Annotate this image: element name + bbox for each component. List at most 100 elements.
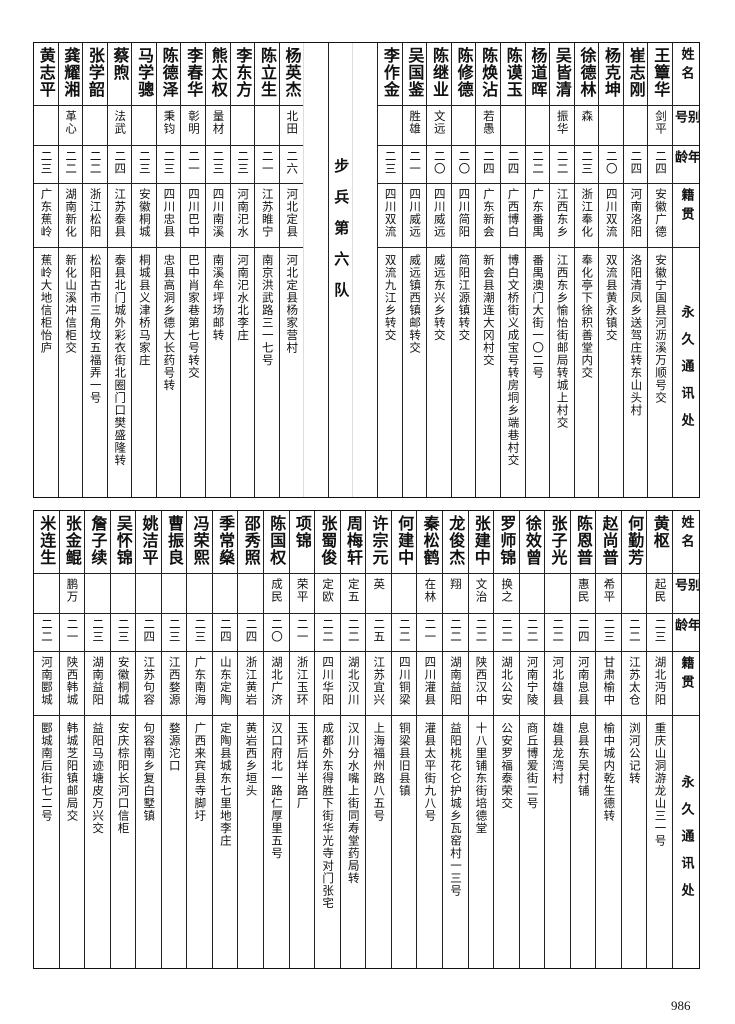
name-cell: 王簟华 <box>648 43 672 106</box>
origin-cell: 江苏太仓 <box>621 652 647 716</box>
person-age: 二四 <box>218 618 233 643</box>
person-address: 泰县北门城外彩衣街北圈门口樊盛隆转 <box>113 254 128 467</box>
age-cell: 二〇 <box>451 146 476 184</box>
origin-cell: 四川南溪 <box>206 184 230 248</box>
person-alias: 鹏万 <box>65 578 80 603</box>
person-origin: 广东番禺 <box>531 188 546 238</box>
page-number: 986 <box>671 998 691 1013</box>
alias-cell: 革心 <box>58 106 83 146</box>
origin-cell: 浙江松阳 <box>83 184 107 248</box>
name-cell: 吴皆清 <box>550 43 574 106</box>
alias-cell <box>136 574 161 614</box>
address-cell: 商丘博爱街二号 <box>520 716 545 968</box>
name-cell: 马学骢 <box>132 43 156 106</box>
age-cell: 二二 <box>58 146 83 184</box>
origin-cell: 江西婺源 <box>161 652 187 716</box>
address-cell: 玉环后垟半路厂 <box>290 716 315 968</box>
age-cell: 二三 <box>378 146 402 184</box>
header-alias: 别号 <box>673 110 699 129</box>
origin-cell: 四川双流 <box>378 184 402 248</box>
person-origin: 四川双流 <box>383 188 398 238</box>
person-column: 徐德林森二三 浙江奉化 奉化亭下徐积善堂内交 <box>573 43 599 497</box>
person-address: 铜梁县旧县镇 <box>397 722 412 797</box>
person-age: 二二 <box>88 150 103 175</box>
address-cell: 泰县北门城外彩衣街北圈门口樊盛隆转 <box>108 248 132 497</box>
origin-cell: 四川威远 <box>402 184 427 248</box>
name-cell: 陈德泽 <box>156 43 181 106</box>
person-address: 双流县黄永镇交 <box>604 254 619 342</box>
name-cell: 陈修德 <box>451 43 476 106</box>
person-age: 二一 <box>423 618 438 643</box>
person-name: 罗师锦 <box>497 515 517 566</box>
name-cell: 邵秀照 <box>238 511 263 574</box>
person-origin: 河北雄县 <box>551 656 566 706</box>
header-column: 姓名 别号 年龄 籍贯 永久通讯处 <box>672 511 699 968</box>
name-cell: 许宗元 <box>366 511 391 574</box>
person-name: 崔志刚 <box>626 47 646 98</box>
person-column: 陈继业 文远 二〇 四川威远 威远东兴乡转交 <box>426 43 451 497</box>
origin-cell: 四川巴中 <box>181 184 206 248</box>
person-address: 汉口府北一路仁厚里五号 <box>270 722 285 860</box>
person-name: 黄志平 <box>36 47 56 98</box>
person-address: 忠县高洞乡德大长药号转 <box>162 254 177 392</box>
header-age-cell: 年龄 <box>673 146 699 184</box>
address-cell: 定陶县城东七里地李庄 <box>213 716 238 968</box>
person-column: 陈谟玉 二四 广西博白 博白文桥街义成宝号转房垌乡端巷村交 <box>499 43 525 497</box>
person-column: 吴国鉴 胜雄 二一 四川威远 威远镇西镇邮转交 <box>401 43 427 497</box>
person-column: 赵尚普 希平 二三 甘肃榆中 榆中城内乾生德转 <box>595 511 621 968</box>
address-cell: 重庆山洞游龙山三一号 <box>647 716 672 968</box>
person-origin: 四川巴中 <box>186 188 201 238</box>
person-column: 张子光 二二 河北雄县 雄县龙湾村 <box>544 511 570 968</box>
person-address: 韩城芝阳镇邮局交 <box>65 722 80 822</box>
person-address: 句容南乡复白墅镇 <box>142 722 157 822</box>
age-cell: 二二 <box>315 614 340 652</box>
alias-cell: 若愚 <box>476 106 500 146</box>
name-cell: 李东方 <box>230 43 255 106</box>
age-cell: 二六 <box>279 146 304 184</box>
header-name: 姓名 <box>678 47 694 85</box>
name-cell: 何建中 <box>391 511 417 574</box>
person-origin: 江西东乡 <box>555 188 570 238</box>
person-address: 益阳马迹塘皮万兴交 <box>91 722 106 835</box>
alias-cell: 振华 <box>550 106 574 146</box>
person-address: 定陶县城东七里地李庄 <box>218 722 233 847</box>
person-column: 杨英杰 北田 二六 河北定县 河北定县杨家营村 <box>278 43 304 497</box>
person-alias: 定五 <box>346 578 361 603</box>
origin-cell: 山东定陶 <box>212 652 238 716</box>
person-age: 二二 <box>474 618 489 643</box>
header-alias-cell: 别号 <box>673 574 699 614</box>
person-column: 龚耀湘 革心 二二 湖南新化 新化山溪冲信柜交 <box>57 43 83 497</box>
name-cell: 张子光 <box>545 511 570 574</box>
person-column: 詹子续 二三 湖南益阳 益阳马迹塘皮万兴交 <box>84 511 110 968</box>
person-origin: 浙江松阳 <box>88 188 103 238</box>
person-address: 南京洪武路三一七号 <box>260 254 275 367</box>
person-alias: 法武 <box>113 110 128 135</box>
origin-cell: 四川忠县 <box>156 184 181 248</box>
origin-cell: 湖南新化 <box>58 184 83 248</box>
alias-cell <box>238 574 263 614</box>
person-name: 龚耀湘 <box>61 47 81 98</box>
person-origin: 河南郾城 <box>39 656 54 706</box>
age-cell: 二一 <box>402 146 427 184</box>
person-origin: 浙江奉化 <box>580 188 595 238</box>
person-origin: 四川华阳 <box>321 656 336 706</box>
alias-cell: 惠民 <box>570 574 596 614</box>
person-column: 何建中 二二 四川铜梁 铜梁县旧县镇 <box>390 511 417 968</box>
alias-cell: 荣平 <box>289 574 315 614</box>
person-alias: 森 <box>580 110 595 123</box>
age-cell: 二四 <box>648 146 672 184</box>
name-cell: 徐德林 <box>574 43 599 106</box>
age-cell: 二四 <box>238 614 263 652</box>
age-cell: 二一 <box>417 614 442 652</box>
person-name: 陈继业 <box>430 47 449 98</box>
person-alias: 北田 <box>285 110 300 135</box>
header-age-cell: 年龄 <box>673 614 699 652</box>
person-age: 二〇 <box>270 618 285 643</box>
alias-cell: 剑平 <box>648 106 672 146</box>
person-column: 吴怀锦 二三 安徽桐城 安庆棕阳长河口信柜 <box>109 511 136 968</box>
person-alias: 革心 <box>64 110 79 135</box>
bottom-roster-table: 姓名 别号 年龄 籍贯 永久通讯处 黄枢 起民 二三 湖北沔阳 重庆山洞游龙山三一号 何勤芳 二二 江苏… <box>33 510 700 969</box>
person-age: 二三 <box>653 618 668 643</box>
origin-cell: 四川灌县 <box>417 652 442 716</box>
age-cell: 二三 <box>574 146 599 184</box>
